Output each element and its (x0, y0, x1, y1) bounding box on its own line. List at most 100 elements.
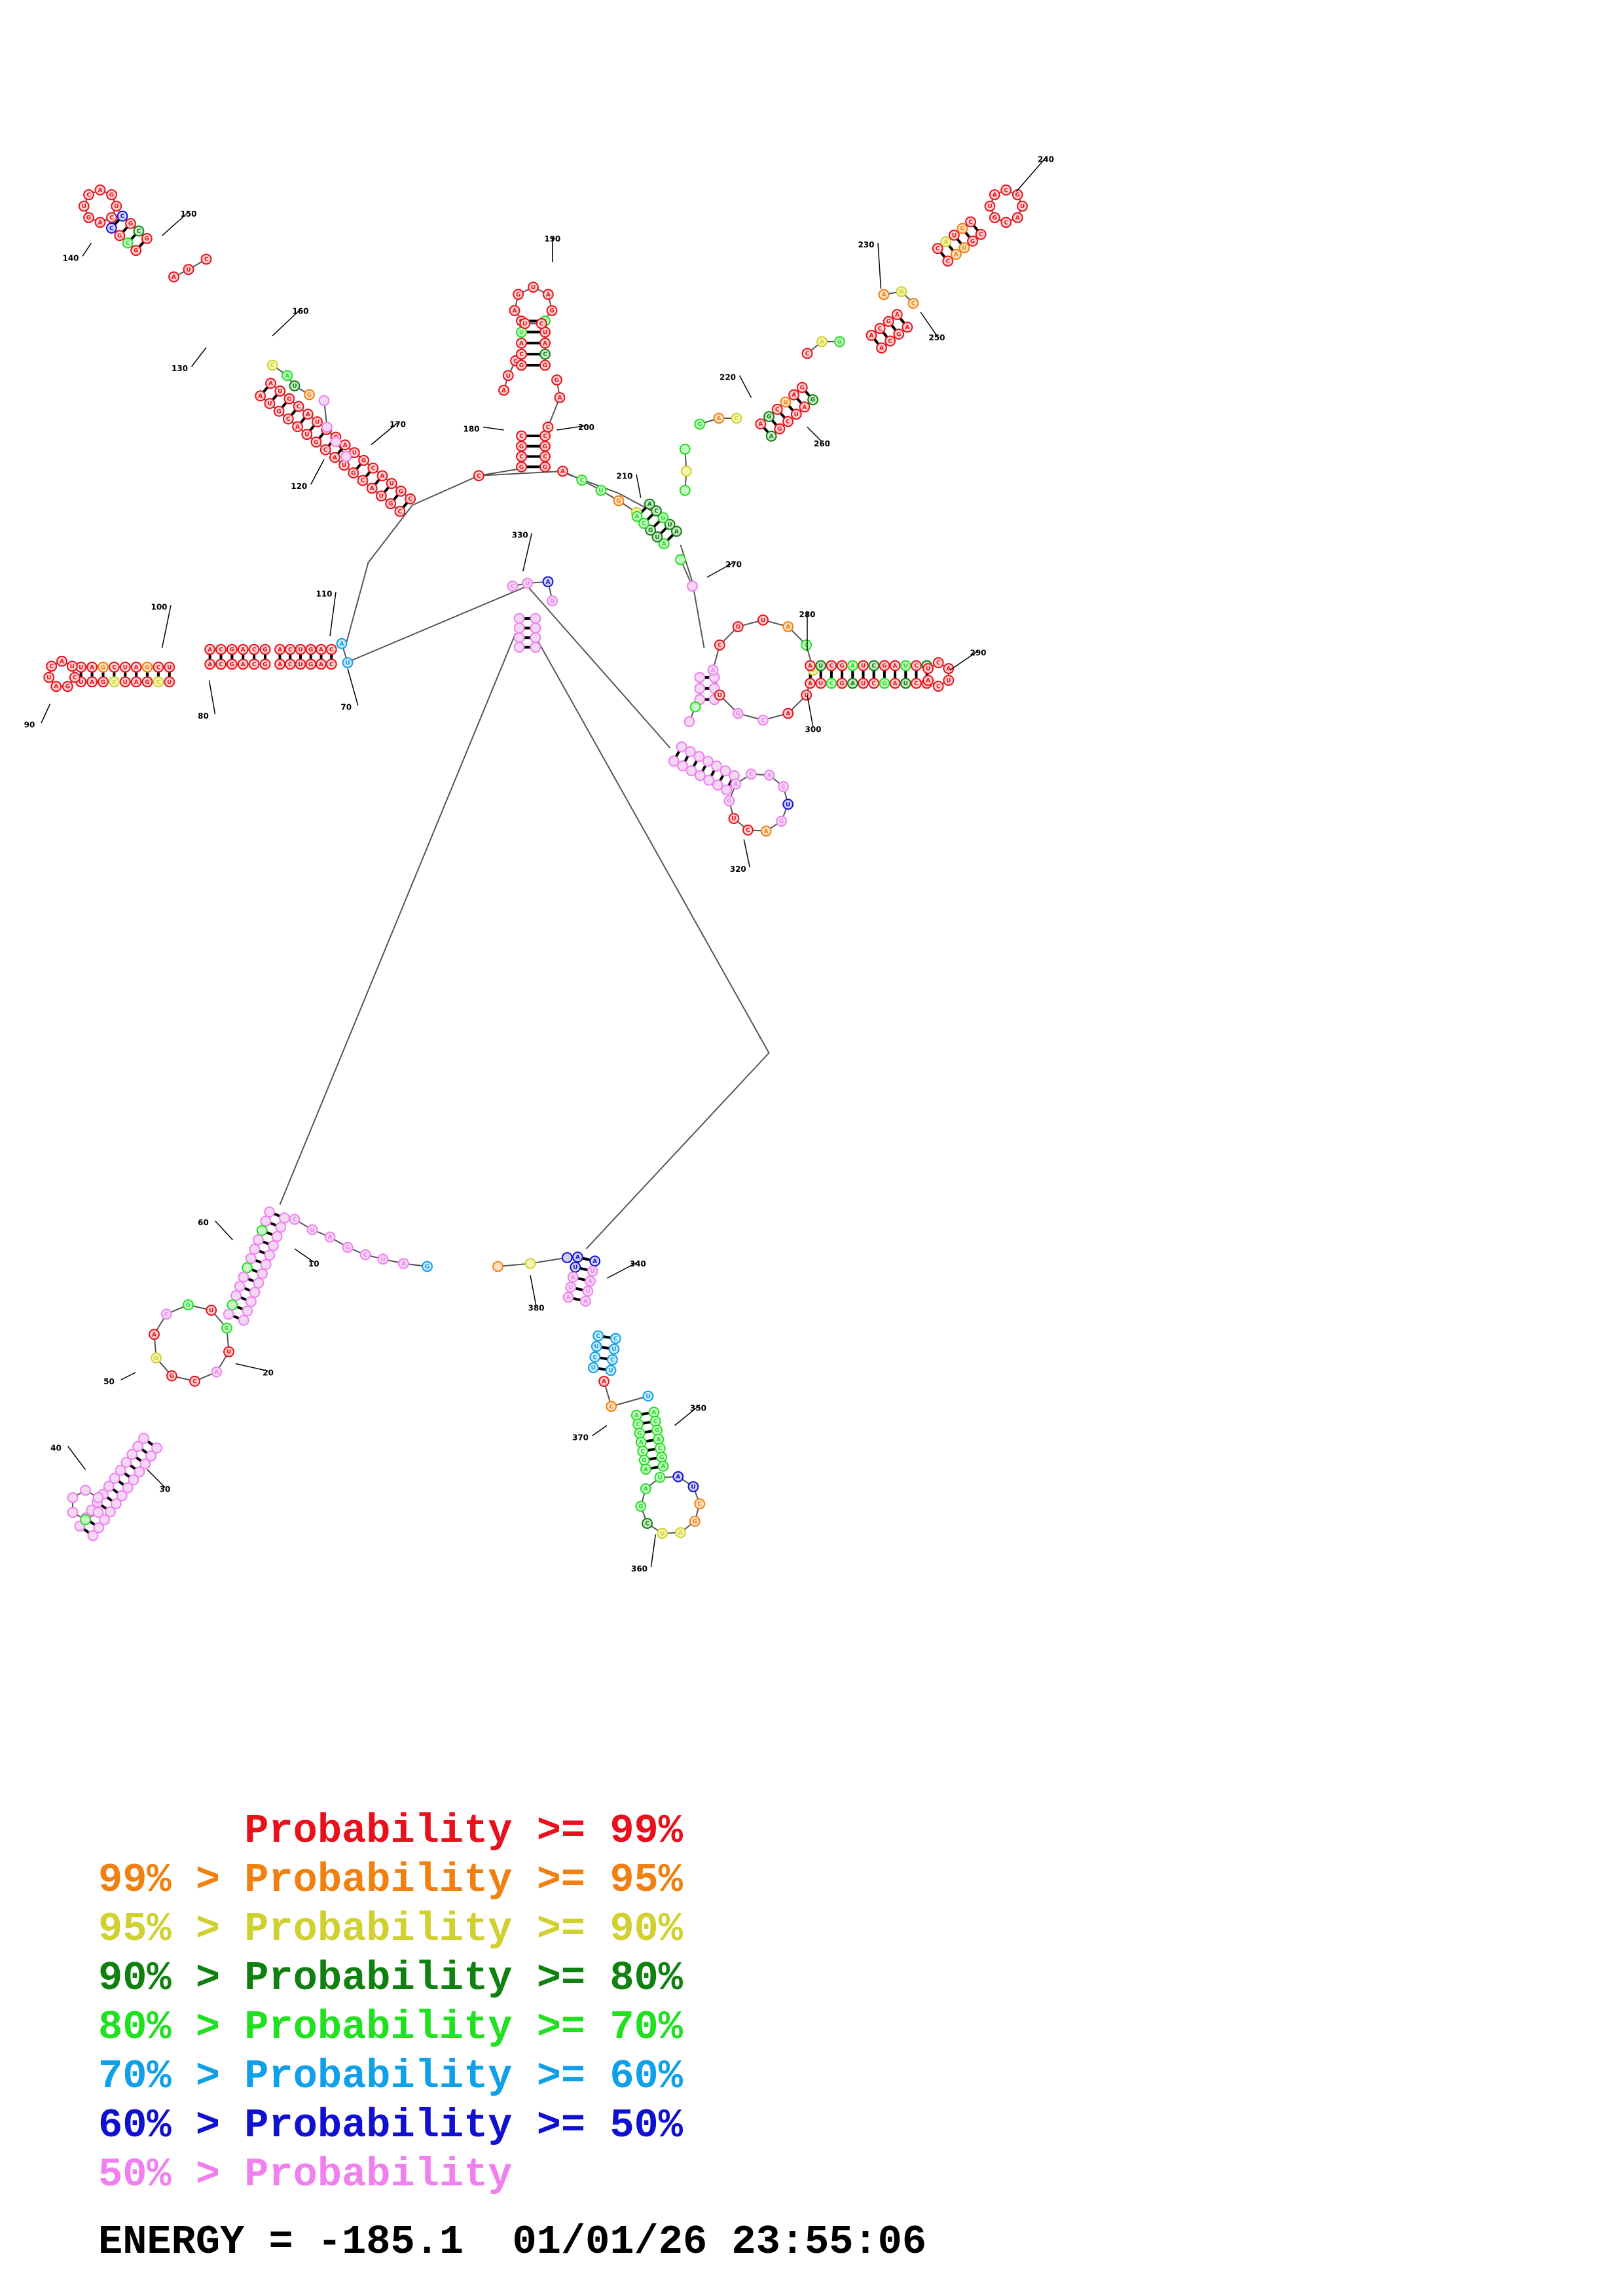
base-pair (579, 1266, 589, 1272)
nucleotide: C (965, 216, 977, 228)
base-pair (890, 324, 897, 331)
svg-text:A: A (717, 416, 721, 422)
spacer (464, 2219, 512, 2265)
nucleotide (99, 1514, 111, 1526)
nucleotide: C (357, 475, 369, 486)
svg-text:A: A (501, 387, 506, 394)
nucleotide (340, 451, 352, 462)
nucleotide: A (763, 769, 775, 781)
number-tick (161, 605, 172, 649)
svg-text:C: C (477, 473, 481, 480)
number-tick (522, 533, 532, 572)
number-tick (41, 704, 51, 724)
nucleotide: A (274, 643, 285, 655)
nucleotide: G (98, 676, 109, 688)
position-number: 100 (151, 603, 167, 612)
legend-prefix: 90% > (98, 1955, 245, 2001)
nucleotide: C (637, 1445, 649, 1457)
nucleotide: U (984, 200, 996, 212)
svg-text:C: C (596, 1333, 600, 1340)
nucleotide: U (377, 1253, 389, 1265)
junction-line (345, 505, 413, 644)
nucleotide: A (878, 289, 890, 300)
nucleotide: C (507, 581, 519, 592)
svg-text:A: A (328, 1234, 333, 1241)
base-pair (100, 1503, 107, 1511)
base-pair (582, 1257, 591, 1262)
base-pair (701, 764, 707, 772)
nucleotide: A (509, 305, 520, 316)
svg-text:C: C (513, 358, 518, 365)
base-pair (575, 1287, 584, 1292)
svg-text:C: C (642, 521, 646, 528)
svg-text:A: A (258, 393, 263, 400)
base-pair (269, 1221, 277, 1227)
svg-text:U: U (590, 1268, 594, 1275)
number-tick (483, 426, 504, 431)
nucleotide: U (922, 663, 934, 674)
svg-text:A: A (295, 424, 300, 431)
position-number: 290 (970, 648, 986, 657)
svg-text:C: C (968, 219, 973, 226)
nucleotide: G (657, 512, 669, 524)
nucleotide: C (654, 1443, 666, 1454)
svg-text:A: A (786, 624, 790, 630)
svg-text:G: G (230, 662, 234, 668)
nucleotide: A (562, 1291, 574, 1303)
base-pair (577, 1277, 586, 1282)
svg-text:C: C (914, 681, 919, 687)
nucleotide (105, 1506, 116, 1518)
nucleotide: A (805, 660, 816, 672)
svg-text:A: A (268, 381, 273, 387)
nucleotide: U (289, 380, 301, 391)
svg-text:A: A (558, 395, 562, 402)
nucleotide (139, 1458, 151, 1470)
nucleotide: G (656, 1452, 668, 1463)
svg-text:U: U (304, 432, 309, 439)
nucleotide (679, 443, 691, 455)
svg-text:G: G (736, 711, 740, 717)
position-number: 240 (1038, 155, 1054, 164)
nucleotide (513, 622, 525, 634)
nucleotide: C (757, 714, 769, 726)
svg-text:G: G (637, 1431, 642, 1437)
svg-text:A: A (319, 662, 323, 668)
base-pair (598, 1367, 606, 1371)
base-pair (383, 486, 390, 493)
nucleotide: G (98, 661, 109, 673)
nucleotide: U (1017, 200, 1028, 212)
nucleotide: A (847, 660, 858, 672)
nucleotide (253, 1234, 264, 1246)
nucleotide: U (570, 1261, 581, 1273)
nucleotide: C (1000, 217, 1012, 228)
svg-text:C: C (408, 496, 412, 503)
svg-text:C: C (288, 662, 293, 668)
nucleotide: U (591, 1340, 602, 1352)
svg-text:C: C (746, 827, 750, 834)
svg-text:A: A (583, 1299, 588, 1305)
svg-text:C: C (288, 647, 293, 653)
nucleotide: A (376, 470, 388, 482)
nucleotide: C (133, 225, 145, 237)
svg-text:A: A (98, 187, 103, 194)
svg-text:C: C (781, 784, 786, 791)
nucleotide (492, 1261, 503, 1272)
svg-text:C: C (109, 215, 114, 222)
svg-text:G: G (263, 647, 267, 653)
nucleotide: A (805, 677, 816, 689)
nucleotide: C (942, 255, 954, 267)
base-pair (795, 397, 803, 404)
legend-prefix: 95% > (98, 1906, 245, 1952)
nucleotide: G (957, 223, 968, 234)
number-tick (592, 1425, 608, 1437)
nucleotide: C (282, 413, 294, 425)
nucleotide: A (1012, 212, 1023, 223)
energy-label: ENERGY = (98, 2219, 318, 2265)
svg-text:U: U (818, 681, 823, 687)
svg-text:A: A (635, 514, 640, 520)
base-pair (684, 755, 689, 762)
svg-text:C: C (979, 232, 983, 238)
base-pair (272, 393, 278, 401)
svg-text:U: U (585, 1289, 590, 1295)
base-pair (804, 390, 811, 397)
